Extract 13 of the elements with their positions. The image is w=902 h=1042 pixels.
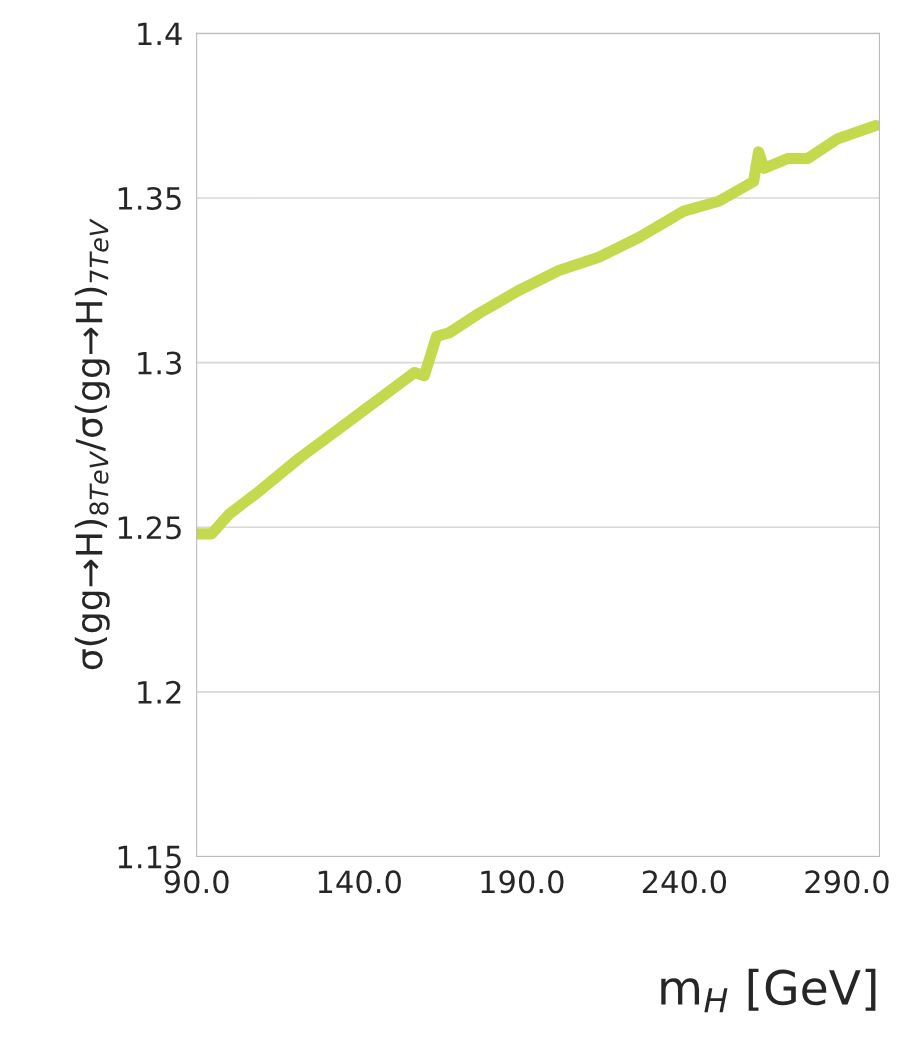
y-tick-label: 1.4 bbox=[138, 22, 182, 45]
x-axis-title: m$_{H}$ [GeV] bbox=[661, 968, 876, 1013]
x-tick-label: 240.0 bbox=[642, 870, 727, 894]
y-axis-title: σ(gg→H)$_{8TeV}$/σ(gg→H)$_{7TeV}$ bbox=[74, 218, 110, 670]
y-tick-label: 1.25 bbox=[118, 516, 181, 540]
y-tick-label: 1.3 bbox=[138, 351, 181, 375]
x-tick-label: 140.0 bbox=[318, 870, 401, 894]
y-tick-label: 1.2 bbox=[138, 680, 181, 704]
y-tick-label: 1.35 bbox=[118, 186, 181, 211]
x-tick-label: 90.0 bbox=[164, 870, 229, 894]
y-tick-label: 1.15 bbox=[118, 845, 181, 869]
x-tick-label: 290.0 bbox=[805, 870, 889, 894]
x-tick-label: 190.0 bbox=[481, 870, 564, 894]
